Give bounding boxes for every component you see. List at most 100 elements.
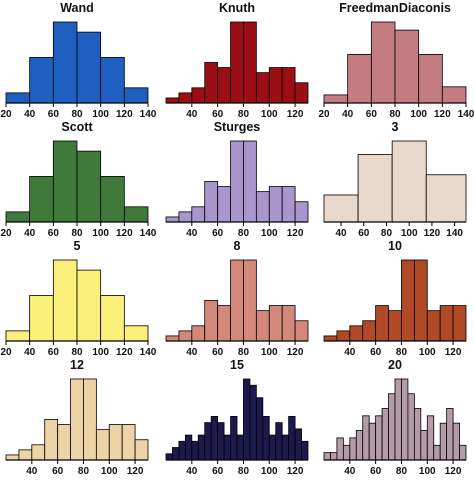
histogram-bar	[362, 320, 377, 342]
histogram-panel-1: Wand 20 40 60 80 100 120 140	[0, 1, 156, 120]
x-tick-label: 60	[212, 466, 224, 477]
histogram-bar	[294, 320, 309, 342]
panel-title: Scott	[61, 120, 93, 134]
histogram-bar	[268, 305, 283, 342]
histogram-bar	[178, 440, 186, 461]
histogram-bar	[76, 269, 102, 342]
histogram-bar	[83, 378, 97, 461]
x-tick-label: 120	[424, 228, 441, 239]
x-tick-label: 60	[212, 228, 224, 239]
x-tick-label: 120	[127, 466, 144, 477]
x-tick-label: 100	[261, 228, 278, 239]
x-tick-label: 80	[78, 466, 90, 477]
histogram-bar	[394, 378, 402, 461]
x-tick-label: 40	[186, 347, 198, 358]
histogram-bar	[29, 176, 54, 223]
histogram-bar	[100, 57, 125, 104]
x-tick-label: 120	[445, 466, 462, 477]
x-tick-label: 60	[370, 466, 382, 477]
histogram-bar	[5, 211, 31, 223]
histogram-bar	[230, 415, 238, 461]
histogram-panel-2: Knuth 40 60 80 100 120	[165, 1, 309, 120]
x-tick-label: 60	[48, 347, 60, 358]
x-tick-label: 80	[238, 466, 250, 477]
histogram-bar	[439, 305, 454, 342]
x-tick-label: 80	[71, 347, 83, 358]
x-tick-label: 80	[396, 466, 408, 477]
histogram-bar	[281, 434, 290, 461]
histogram-bar	[76, 150, 102, 223]
histogram-bar	[336, 330, 351, 342]
histogram-bar	[357, 154, 393, 223]
histogram-bar	[268, 186, 283, 223]
panel-title: FreedmanDiaconis	[339, 1, 451, 15]
histogram-bar	[5, 454, 20, 461]
x-tick-label: 40	[24, 228, 36, 239]
histogram-bar	[262, 415, 270, 461]
histogram-bar	[230, 21, 244, 104]
x-tick-label: 100	[261, 109, 278, 120]
histogram-bar	[301, 440, 309, 461]
histogram-bar	[165, 97, 180, 104]
histogram-bar	[370, 21, 396, 104]
x-tick-label: 100	[261, 347, 278, 358]
panel-title: 3	[392, 120, 399, 134]
histogram-bar	[217, 67, 231, 104]
histogram-bar	[243, 378, 251, 461]
histogram-bar	[330, 452, 338, 461]
histogram-bar	[217, 305, 231, 342]
histogram-bar	[433, 444, 441, 461]
histogram-bar	[407, 393, 415, 461]
x-tick-label: 60	[48, 109, 60, 120]
histogram-bar	[217, 186, 231, 223]
x-tick-label: 100	[261, 466, 278, 477]
histogram-bar	[5, 92, 31, 104]
x-tick-label: 100	[92, 228, 109, 239]
histogram-bar	[197, 434, 206, 461]
histogram-bar	[425, 174, 467, 223]
panel-title: 5	[74, 239, 81, 253]
histogram-bar	[5, 330, 31, 342]
histogram-bar	[191, 206, 206, 223]
histogram-bar	[165, 335, 180, 342]
histogram-bar	[230, 140, 244, 223]
x-tick-label: 40	[24, 109, 36, 120]
histogram-bar	[336, 437, 344, 461]
panel-title: 20	[388, 358, 402, 372]
x-tick-label: 100	[419, 466, 436, 477]
histogram-bar	[95, 429, 110, 461]
histogram-bar	[191, 440, 199, 461]
histogram-bar	[76, 31, 102, 104]
histogram-panel-8: 8 40 60 80 100 120	[165, 239, 309, 358]
histogram-bar	[388, 310, 402, 342]
histogram-bar	[123, 325, 149, 342]
histogram-bar	[178, 92, 193, 104]
histogram-bar	[29, 57, 54, 104]
histogram-bar	[281, 305, 296, 342]
x-tick-label: 40	[186, 109, 198, 120]
histogram-bar	[31, 444, 46, 461]
histogram-bar	[268, 67, 283, 104]
x-tick-label: 140	[446, 228, 463, 239]
histogram-bar	[134, 439, 149, 461]
histogram-bar	[426, 415, 435, 461]
histogram-bar	[388, 393, 396, 461]
histogram-bar	[52, 140, 78, 223]
x-tick-label: 140	[140, 347, 157, 358]
histogram-bar	[459, 444, 467, 461]
histogram-bar	[349, 437, 357, 461]
histogram-bar	[294, 201, 309, 223]
panel-title: 10	[388, 239, 402, 253]
x-tick-label: 40	[186, 466, 198, 477]
histogram-bar	[268, 434, 277, 461]
histogram-bar	[288, 415, 296, 461]
histogram-bar	[57, 424, 71, 461]
x-tick-label: 120	[287, 228, 304, 239]
histogram-bar	[342, 444, 351, 461]
x-tick-label: 140	[140, 109, 157, 120]
histogram-bar	[70, 378, 84, 461]
histogram-panel-10: 12 40 60 80 100 120	[5, 358, 149, 477]
histogram-bar	[281, 186, 296, 223]
histogram-bar	[446, 408, 454, 461]
